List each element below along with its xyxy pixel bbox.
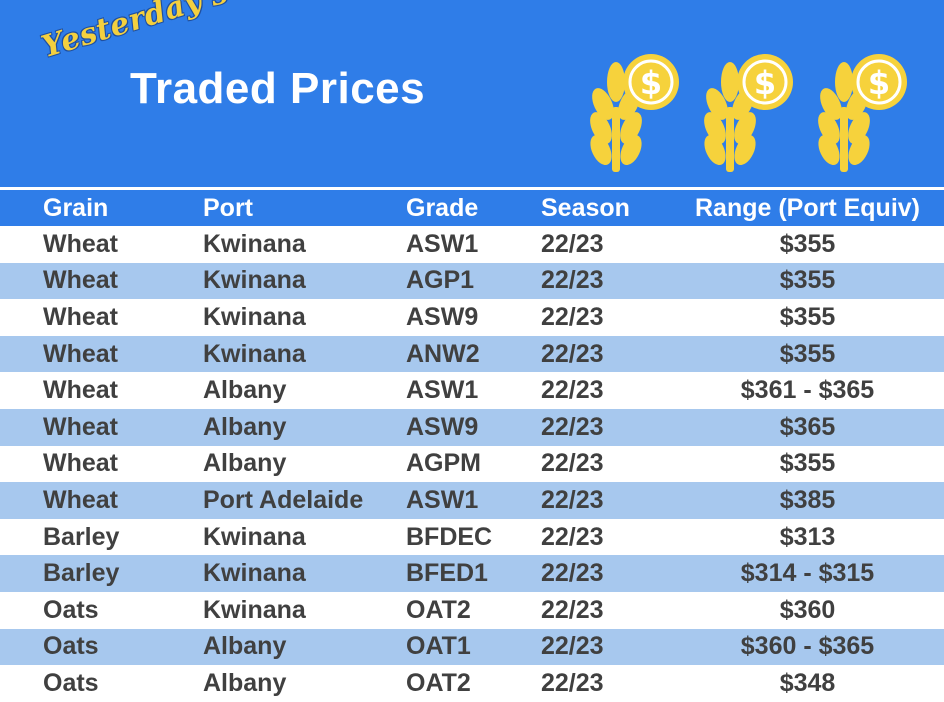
- cell-grain: Wheat: [43, 449, 118, 478]
- table-row: Wheat Kwinana ASW1 22/23 $355: [0, 226, 944, 263]
- column-header-range: Range (Port Equiv): [671, 190, 944, 226]
- cell-season: 22/23: [541, 302, 604, 331]
- cell-grain: Oats: [43, 595, 99, 624]
- cell-range: $355: [779, 302, 836, 331]
- table-row: Wheat Albany AGPM 22/23 $355: [0, 446, 944, 483]
- cell-grain: Barley: [43, 522, 120, 551]
- cell-grain: Wheat: [43, 229, 118, 258]
- cell-season: 22/23: [541, 555, 671, 592]
- table-row: Oats Kwinana OAT2 22/23 $360: [0, 592, 944, 629]
- table-row: Oats Albany OAT2 22/23 $348: [0, 665, 944, 702]
- cell-grade: ASW1: [406, 229, 479, 258]
- cell-season: 22/23: [541, 335, 671, 373]
- table-row: Wheat Albany ASW1 22/23 $361 - $365: [0, 372, 944, 409]
- cell-port: Albany: [203, 668, 287, 697]
- cell-grade: OAT1: [406, 628, 541, 666]
- table-row: Barley Kwinana BFDEC 22/23 $313: [0, 519, 944, 556]
- icon-row: $ $: [585, 52, 915, 177]
- cell-grade: BFED1: [406, 555, 541, 592]
- cell-range: $355: [779, 449, 836, 478]
- cell-grain: Oats: [0, 628, 203, 666]
- cell-port: Kwinana: [203, 262, 406, 300]
- cell-range: $361 - $365: [740, 376, 875, 405]
- cell-grain: Wheat: [0, 482, 203, 519]
- cell-range: $355: [671, 262, 944, 300]
- cell-grade: ASW9: [406, 408, 541, 446]
- cell-season: 22/23: [541, 628, 671, 666]
- cell-port: Kwinana: [203, 335, 406, 373]
- cell-grade: AGPM: [406, 449, 481, 478]
- svg-text:$: $: [754, 64, 776, 102]
- cell-season: 22/23: [541, 595, 604, 624]
- cell-grain: Wheat: [43, 376, 118, 405]
- cell-port: Kwinana: [203, 302, 306, 331]
- cell-grain: Barley: [0, 555, 203, 592]
- wheat-dollar-icon: $: [590, 54, 679, 172]
- table-header-row: Grain Port Grade Season Range (Port Equi…: [0, 190, 944, 226]
- column-header-port: Port: [203, 190, 406, 226]
- table-row: Wheat Port Adelaide ASW1 22/23 $385: [0, 482, 944, 519]
- cell-port: Kwinana: [203, 595, 306, 624]
- cell-grain: Wheat: [43, 302, 118, 331]
- table-row: Wheat Kwinana AGP1 22/23 $355: [0, 262, 944, 300]
- column-header-season: Season: [541, 190, 671, 226]
- cell-port: Albany: [203, 449, 287, 478]
- table-body: Wheat Kwinana ASW1 22/23 $355 Wheat Kwinana AGP…: [0, 226, 944, 702]
- cell-season: 22/23: [541, 482, 671, 519]
- cell-port: Kwinana: [203, 229, 306, 258]
- prices-table: Grain Port Grade Season Range (Port Equi…: [0, 190, 944, 702]
- cell-grain: Wheat: [0, 335, 203, 373]
- column-header-grain: Grain: [0, 190, 203, 226]
- cell-grade: ASW1: [406, 482, 541, 519]
- table-row: Barley Kwinana BFED1 22/23 $314 - $315: [0, 555, 944, 592]
- cell-range: $385: [671, 482, 944, 519]
- cell-season: 22/23: [541, 262, 671, 300]
- cell-season: 22/23: [541, 449, 604, 478]
- cell-range: $313: [779, 522, 836, 551]
- cell-range: $360 - $365: [671, 628, 944, 666]
- cell-season: 22/23: [541, 408, 671, 446]
- cell-grade: ASW9: [406, 302, 479, 331]
- script-title: Yesterday's: [37, 0, 233, 65]
- cell-season: 22/23: [541, 668, 604, 697]
- cell-range: $365: [671, 408, 944, 446]
- svg-text:$: $: [868, 64, 890, 102]
- table-row: Wheat Kwinana ANW2 22/23 $355: [0, 335, 944, 373]
- cell-port: Port Adelaide: [203, 482, 406, 519]
- cell-grain: Wheat: [0, 408, 203, 446]
- wheat-dollar-icon: $: [704, 54, 793, 172]
- cell-range: $355: [671, 335, 944, 373]
- column-header-grade: Grade: [406, 190, 541, 226]
- cell-range: $355: [779, 229, 836, 258]
- cell-grade: ASW1: [406, 376, 479, 405]
- cell-season: 22/23: [541, 522, 604, 551]
- svg-text:$: $: [640, 64, 662, 102]
- cell-grade: ANW2: [406, 335, 541, 373]
- table-row: Oats Albany OAT1 22/23 $360 - $365: [0, 628, 944, 666]
- page-title: Traded Prices: [130, 64, 426, 113]
- cell-port: Albany: [203, 628, 406, 666]
- cell-port: Kwinana: [203, 522, 306, 551]
- cell-grade: OAT2: [406, 668, 471, 697]
- wheat-dollar-icon: $: [818, 54, 907, 172]
- cell-grain: Oats: [43, 668, 99, 697]
- table-row: Wheat Albany ASW9 22/23 $365: [0, 408, 944, 446]
- cell-grade: OAT2: [406, 595, 471, 624]
- cell-season: 22/23: [541, 229, 604, 258]
- table-row: Wheat Kwinana ASW9 22/23 $355: [0, 299, 944, 336]
- cell-grade: AGP1: [406, 262, 541, 300]
- cell-port: Kwinana: [203, 555, 406, 592]
- cell-range: $314 - $315: [671, 555, 944, 592]
- cell-range: $360: [779, 595, 836, 624]
- cell-port: Albany: [203, 376, 287, 405]
- cell-season: 22/23: [541, 376, 604, 405]
- cell-grain: Wheat: [0, 262, 203, 300]
- cell-grade: BFDEC: [406, 522, 493, 551]
- header-banner: Yesterday's Traded Prices $: [0, 0, 944, 187]
- cell-port: Albany: [203, 408, 406, 446]
- cell-range: $348: [779, 668, 836, 697]
